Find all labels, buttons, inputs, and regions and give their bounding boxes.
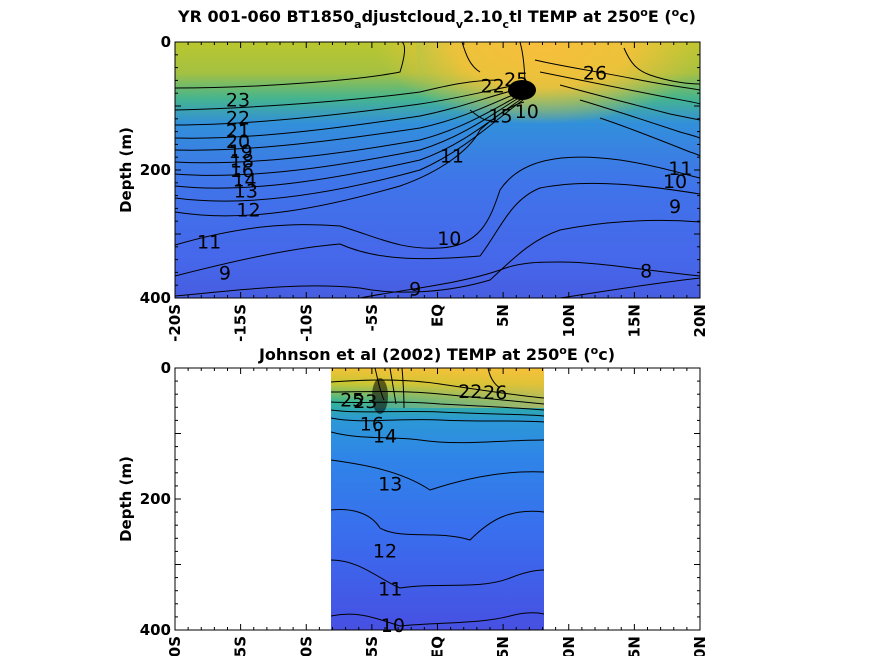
- panel-model-tick-marks: [174, 41, 701, 299]
- contour-label: 10: [437, 228, 461, 250]
- panel-observed-contour-lines: [331, 368, 544, 627]
- contour-label: 21: [226, 120, 250, 142]
- x-tick-label: 5N: [494, 636, 512, 656]
- contour-label: 14: [232, 170, 256, 192]
- contour-label: 26: [483, 382, 507, 404]
- contour-label: 26: [583, 63, 607, 85]
- x-tick-label: -15S: [232, 304, 250, 342]
- panel-observed: Johnson et al (2002) TEMP at 250oE (oc): [117, 344, 709, 656]
- x-tick-label: EQ: [429, 636, 447, 656]
- x-tick-label: -10S: [297, 304, 315, 342]
- x-tick-label: -5S: [363, 636, 381, 656]
- panel-model-y-axis-label: Depth (m): [117, 127, 135, 213]
- y-tick-label: 200: [140, 161, 171, 179]
- contour-label: 25: [504, 69, 528, 91]
- panel-observed-x-tick-labels: -20S -15S -10S -5S EQ 5N 10N 15N 20N: [166, 636, 709, 656]
- contour-label: 19: [229, 141, 253, 163]
- contour-label: 22: [226, 108, 250, 130]
- panel-observed-y-axis-label: Depth (m): [117, 456, 135, 542]
- contour-label: 11: [668, 158, 692, 180]
- panel-model-title: YR 001-060 BT1850adjustcloudv2.10ctl TEM…: [177, 6, 696, 31]
- x-tick-label: -15S: [232, 636, 250, 656]
- y-tick-label: 0: [161, 359, 171, 377]
- contour-label: 13: [234, 180, 258, 202]
- contour-label: 12: [236, 200, 260, 222]
- x-tick-label: -10S: [297, 636, 315, 656]
- x-tick-label: 15N: [625, 304, 643, 337]
- x-tick-label: 20N: [691, 304, 709, 337]
- contour-label: 9: [219, 262, 231, 284]
- x-tick-label: EQ: [429, 304, 447, 327]
- contour-label: 23: [353, 391, 377, 413]
- contour-label: 8: [640, 260, 652, 282]
- panel-model-field: [175, 42, 700, 298]
- panel-observed-tick-marks: [174, 367, 701, 631]
- contour-label: 18: [230, 150, 254, 172]
- y-tick-label: 400: [140, 289, 171, 307]
- x-tick-label: 20N: [691, 636, 709, 656]
- x-tick-label: 15N: [625, 636, 643, 656]
- x-tick-label: -20S: [166, 304, 184, 342]
- contour-label: 20: [226, 131, 250, 153]
- contour-label: 9: [669, 196, 681, 218]
- contour-label: 22: [481, 76, 505, 98]
- contour-label: 11: [197, 232, 221, 254]
- x-tick-label: 10N: [560, 636, 578, 656]
- contour-label: 10: [381, 615, 405, 637]
- contour-label: 11: [440, 145, 464, 167]
- x-tick-label: -20S: [166, 636, 184, 656]
- x-tick-label: -5S: [363, 304, 381, 331]
- panel-observed-field: [331, 368, 544, 630]
- contour-label: 23: [226, 90, 250, 112]
- contour-label: 12: [373, 541, 397, 563]
- panel-model-contour-lines: [175, 42, 700, 298]
- contour-label: 10: [515, 101, 539, 123]
- x-tick-label: 10N: [560, 304, 578, 337]
- contour-label: 22: [458, 381, 482, 403]
- contour-label: 9: [409, 278, 421, 300]
- contour-label: 15: [488, 106, 512, 128]
- contour-label: 25: [340, 389, 364, 411]
- contour-label: 10: [663, 171, 687, 193]
- panel-model-y-tick-labels: 0 200 400: [140, 33, 171, 307]
- contour-label: 11: [378, 579, 402, 601]
- panel-observed-y-tick-labels: 0 200 400: [140, 359, 171, 639]
- panel-model-x-tick-labels: -20S -15S -10S -5S EQ 5N 10N 15N 20N: [166, 304, 709, 342]
- y-tick-label: 400: [140, 621, 171, 639]
- y-tick-label: 0: [161, 33, 171, 51]
- x-tick-label: 5N: [494, 304, 512, 327]
- y-tick-label: 200: [140, 490, 171, 508]
- contour-label: 14: [373, 425, 397, 447]
- contour-label: 16: [230, 160, 254, 182]
- contour-label: 13: [378, 473, 402, 495]
- contour-label: 16: [360, 414, 384, 436]
- panel-model: YR 001-060 BT1850adjustcloudv2.10ctl TEM…: [117, 6, 709, 342]
- panel-observed-title: Johnson et al (2002) TEMP at 250oE (oc): [258, 344, 615, 364]
